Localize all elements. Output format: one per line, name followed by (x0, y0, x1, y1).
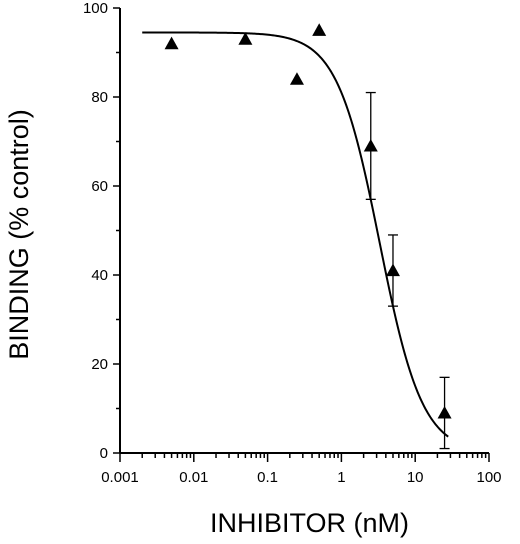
x-tick-label: 0.1 (257, 469, 278, 486)
data-point-triangle (312, 23, 327, 36)
axes (119, 8, 489, 454)
y-tick-label: 60 (91, 178, 108, 195)
y-axis-title: BINDING (% control) (4, 109, 34, 360)
data-point-triangle (289, 72, 304, 85)
fit-curve (142, 31, 449, 438)
x-tick-label: 1 (337, 469, 345, 486)
y-tick-label: 80 (91, 89, 108, 106)
tick-labels: 0 20 40 60 80 100 0.001 0.01 0.1 1 10 100 (83, 0, 502, 486)
x-tick-label: 0.01 (179, 469, 208, 486)
y-tick-label: 20 (91, 356, 108, 373)
data-point-triangle (238, 32, 253, 45)
data-point-triangle (437, 405, 452, 419)
data-point-triangle (164, 36, 179, 50)
x-tick-label: 0.001 (101, 469, 139, 486)
error-bars (365, 91, 450, 450)
data-points (164, 23, 452, 419)
y-tick-label: 40 (91, 267, 108, 284)
x-tick-label: 10 (407, 469, 424, 486)
data-point-triangle (363, 138, 378, 152)
x-tick-label: 100 (476, 469, 501, 486)
y-tick-label: 0 (100, 445, 108, 462)
fit-curve-layer (142, 31, 449, 438)
ticks (113, 7, 490, 462)
data-point-triangle (385, 263, 400, 277)
x-axis-title: INHIBITOR (nM) (210, 508, 409, 538)
y-tick-label: 100 (83, 0, 108, 17)
